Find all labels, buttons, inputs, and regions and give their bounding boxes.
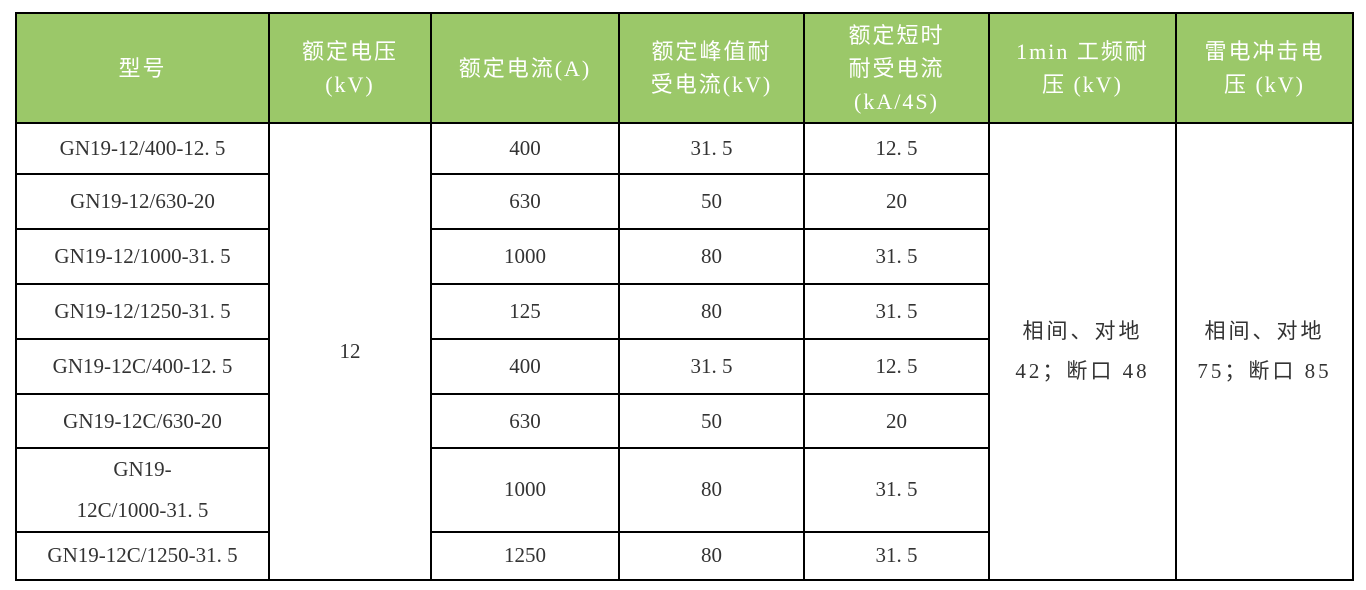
cell-peak: 80: [618, 447, 805, 533]
header-rated-voltage: 额定电压 (kV): [268, 12, 432, 124]
cell-short-time: 31. 5: [803, 530, 990, 581]
cell-model: GN19-12/1250-31. 5: [15, 283, 270, 340]
cell-lightning-impulse-merged: 相间、对地 75；断口 85: [1175, 122, 1354, 581]
table-row: GN19-12C/630-20 630 50 20: [15, 393, 1353, 449]
table-row: GN19-12C/1250-31. 5 1250 80 31. 5: [15, 530, 1353, 581]
header-power-frequency-withstand-voltage: 1min 工频耐 压 (kV): [988, 12, 1177, 124]
header-lightning-impulse-voltage: 雷电冲击电 压 (kV): [1175, 12, 1354, 124]
cell-model: GN19-12C/1250-31. 5: [15, 530, 270, 581]
cell-model: GN19- 12C/1000-31. 5: [15, 447, 270, 533]
cell-short-time: 12. 5: [803, 122, 990, 175]
cell-short-time: 31. 5: [803, 447, 990, 533]
cell-model: GN19-12/1000-31. 5: [15, 228, 270, 285]
cell-short-time: 20: [803, 393, 990, 449]
cell-short-time: 20: [803, 173, 990, 230]
table-row: GN19- 12C/1000-31. 5 1000 80 31. 5: [15, 447, 1353, 533]
cell-model: GN19-12C/400-12. 5: [15, 338, 270, 395]
cell-peak: 31. 5: [618, 338, 805, 395]
cell-rated-voltage-merged: 12: [268, 122, 432, 581]
cell-current: 400: [430, 122, 620, 175]
cell-peak: 50: [618, 173, 805, 230]
cell-current: 630: [430, 393, 620, 449]
table-header-row: 型号 额定电压 (kV) 额定电流(A) 额定峰值耐 受电流(kV) 额定短时 …: [15, 12, 1354, 124]
header-short-time-withstand-current: 额定短时 耐受电流 (kA/4S): [803, 12, 990, 124]
table-row: GN19-12/1000-31. 5 1000 80 31. 5: [15, 228, 1353, 285]
cell-peak: 80: [618, 228, 805, 285]
cell-peak: 31. 5: [618, 122, 805, 175]
cell-short-time: 12. 5: [803, 338, 990, 395]
table-row: GN19-12C/400-12. 5 400 31. 5 12. 5: [15, 338, 1353, 395]
spec-table-container: 型号 额定电压 (kV) 额定电流(A) 额定峰值耐 受电流(kV) 额定短时 …: [15, 12, 1354, 581]
cell-current: 1000: [430, 447, 620, 533]
table-row: GN19-12/400-12. 5 12 400 31. 5 12. 5 相间、…: [15, 122, 1354, 581]
cell-model: GN19-12C/630-20: [15, 393, 270, 449]
cell-short-time: 31. 5: [803, 228, 990, 285]
cell-current: 400: [430, 338, 620, 395]
cell-peak: 80: [618, 283, 805, 340]
header-model: 型号: [15, 12, 270, 124]
cell-current: 125: [430, 283, 620, 340]
cell-current: 1000: [430, 228, 620, 285]
table-row: GN19-12/1250-31. 5 125 80 31. 5: [15, 283, 1353, 340]
header-rated-current: 额定电流(A): [430, 12, 620, 124]
cell-model: GN19-12/630-20: [15, 173, 270, 230]
table-row: GN19-12/630-20 630 50 20: [15, 173, 1353, 230]
cell-current: 630: [430, 173, 620, 230]
cell-power-frequency-merged: 相间、对地 42；断口 48: [988, 122, 1177, 581]
cell-model: GN19-12/400-12. 5: [15, 122, 270, 175]
cell-peak: 80: [618, 530, 805, 581]
switch-spec-table: 型号 额定电压 (kV) 额定电流(A) 额定峰值耐 受电流(kV) 额定短时 …: [15, 12, 1354, 581]
cell-peak: 50: [618, 393, 805, 449]
header-peak-withstand-current: 额定峰值耐 受电流(kV): [618, 12, 805, 124]
cell-short-time: 31. 5: [803, 283, 990, 340]
cell-current: 1250: [430, 530, 620, 581]
